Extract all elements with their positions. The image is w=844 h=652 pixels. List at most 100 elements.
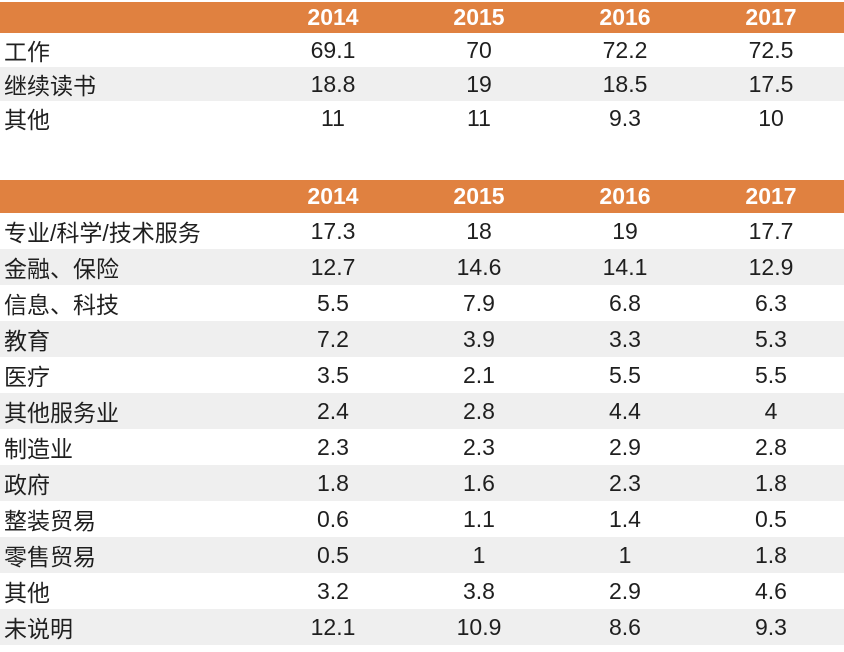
cell-value: 3.8 — [463, 577, 495, 604]
cell-value: 19 — [466, 70, 492, 97]
year-column-header: 2015 — [406, 180, 552, 213]
cell-value: 1.6 — [463, 469, 495, 496]
row-label: 其他服务业 — [4, 400, 119, 426]
table-row: 继续读书 18.8 19 18.5 17.5 — [0, 67, 844, 101]
cell-value: 2.3 — [463, 433, 495, 460]
table-body: 专业/科学/技术服务 17.3 18 19 17.7 金融、保险 12.7 14.6 14.1 1… — [0, 213, 844, 645]
table-row: 其他 3.2 3.8 2.9 4.6 — [0, 573, 844, 609]
table-body: 工作 69.1 70 72.2 72.5 继续读书 18.8 19 18.5 17.5 其他 11 11… — [0, 33, 844, 135]
row-label: 医疗 — [4, 364, 50, 390]
cell-value: 3.3 — [609, 325, 641, 352]
employment-industry-table: 2014 2015 2016 2017 专业/科学/技术服务 17.3 18 19 17.7 金… — [0, 180, 844, 645]
cell-value: 2.8 — [463, 397, 495, 424]
cell-value: 6.3 — [755, 289, 787, 316]
row-label: 专业/科学/技术服务 — [4, 220, 201, 246]
cell-value: 12.7 — [310, 253, 356, 280]
cell-value: 18 — [466, 217, 492, 244]
cell-value: 1 — [472, 541, 486, 568]
table-row: 其他 11 11 9.3 10 — [0, 101, 844, 135]
table-row: 工作 69.1 70 72.2 72.5 — [0, 33, 844, 67]
cell-value: 4.6 — [755, 577, 787, 604]
cell-value: 3.2 — [317, 577, 349, 604]
cell-value: 3.5 — [317, 361, 349, 388]
table-row: 其他服务业 2.4 2.8 4.4 4 — [0, 393, 844, 429]
cell-value: 12.1 — [310, 613, 356, 640]
cell-value: 10 — [758, 104, 784, 131]
cell-value: 2.8 — [755, 433, 787, 460]
cell-value: 7.2 — [317, 325, 349, 352]
cell-value: 2.4 — [317, 397, 349, 424]
cell-value: 1.8 — [755, 469, 787, 496]
cell-value: 72.5 — [748, 36, 794, 63]
row-label: 信息、科技 — [4, 292, 119, 318]
row-label: 工作 — [4, 39, 50, 65]
cell-value: 5.5 — [609, 361, 641, 388]
row-label-header — [0, 2, 260, 33]
row-label: 零售贸易 — [4, 544, 96, 570]
cell-value: 72.2 — [602, 36, 648, 63]
cell-value: 18.8 — [310, 70, 356, 97]
row-label: 其他 — [4, 580, 50, 606]
year-column-header: 2014 — [260, 2, 406, 33]
row-label: 继续读书 — [4, 73, 96, 99]
cell-value: 4.4 — [609, 397, 641, 424]
table-row: 教育 7.2 3.9 3.3 5.3 — [0, 321, 844, 357]
cell-value: 0.6 — [317, 505, 349, 532]
cell-value: 5.5 — [317, 289, 349, 316]
row-label: 其他 — [4, 107, 50, 133]
table-row: 金融、保险 12.7 14.6 14.1 12.9 — [0, 249, 844, 285]
cell-value: 2.9 — [609, 433, 641, 460]
cell-value: 0.5 — [317, 541, 349, 568]
table-row: 信息、科技 5.5 7.9 6.8 6.3 — [0, 285, 844, 321]
cell-value: 9.3 — [755, 613, 787, 640]
cell-value: 5.5 — [755, 361, 787, 388]
year-column-header: 2016 — [552, 180, 698, 213]
after-graduation-plans-table: 2014 2015 2016 2017 工作 69.1 70 72.2 72.5 继续读书 18.… — [0, 2, 844, 135]
cell-value: 11 — [467, 104, 491, 131]
cell-value: 10.9 — [456, 613, 502, 640]
cell-value: 8.6 — [609, 613, 641, 640]
cell-value: 5.3 — [755, 325, 787, 352]
table-row: 医疗 3.5 2.1 5.5 5.5 — [0, 357, 844, 393]
row-label: 政府 — [4, 472, 50, 498]
cell-value: 2.3 — [317, 433, 349, 460]
table-header: 2014 2015 2016 2017 — [0, 2, 844, 33]
cell-value: 17.5 — [748, 70, 794, 97]
table-row: 未说明 12.1 10.9 8.6 9.3 — [0, 609, 844, 645]
year-column-header: 2017 — [698, 2, 844, 33]
table-header: 2014 2015 2016 2017 — [0, 180, 844, 213]
cell-value: 2.3 — [609, 469, 641, 496]
cell-value: 1.4 — [609, 505, 641, 532]
table-row: 制造业 2.3 2.3 2.9 2.8 — [0, 429, 844, 465]
cell-value: 1.8 — [317, 469, 349, 496]
cell-value: 70 — [466, 36, 492, 63]
table-row: 政府 1.8 1.6 2.3 1.8 — [0, 465, 844, 501]
row-label-header — [0, 180, 260, 213]
cell-value: 2.1 — [463, 361, 495, 388]
cell-value: 4 — [764, 397, 778, 424]
cell-value: 7.9 — [463, 289, 495, 316]
cell-value: 2.9 — [609, 577, 641, 604]
cell-value: 0.5 — [755, 505, 787, 532]
table-row: 零售贸易 0.5 1 1 1.8 — [0, 537, 844, 573]
cell-value: 18.5 — [602, 70, 648, 97]
table-row: 专业/科学/技术服务 17.3 18 19 17.7 — [0, 213, 844, 249]
cell-value: 3.9 — [463, 325, 495, 352]
row-label: 金融、保险 — [4, 256, 119, 282]
year-column-header: 2014 — [260, 180, 406, 213]
cell-value: 1 — [618, 541, 632, 568]
cell-value: 11 — [321, 104, 345, 131]
table-row: 整装贸易 0.6 1.1 1.4 0.5 — [0, 501, 844, 537]
year-column-header: 2017 — [698, 180, 844, 213]
row-label: 教育 — [4, 328, 50, 354]
year-column-header: 2015 — [406, 2, 552, 33]
cell-value: 69.1 — [310, 36, 356, 63]
cell-value: 17.3 — [310, 217, 356, 244]
cell-value: 6.8 — [609, 289, 641, 316]
row-label: 整装贸易 — [4, 508, 96, 534]
cell-value: 1.1 — [463, 505, 495, 532]
header-row: 2014 2015 2016 2017 — [0, 2, 844, 33]
header-row: 2014 2015 2016 2017 — [0, 180, 844, 213]
cell-value: 9.3 — [609, 104, 641, 131]
cell-value: 19 — [612, 217, 638, 244]
